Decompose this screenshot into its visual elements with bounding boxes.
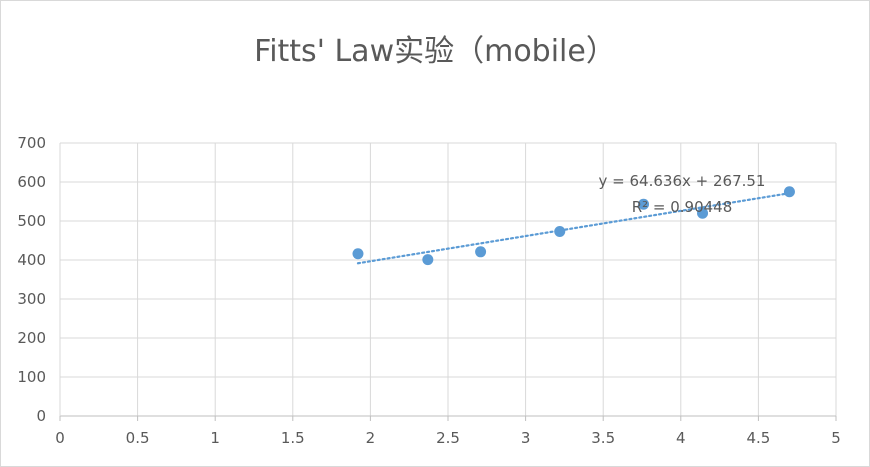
x-tick-label: 1 bbox=[210, 429, 220, 447]
x-tick-label: 5 bbox=[831, 429, 841, 447]
data-points bbox=[352, 186, 795, 266]
x-tick-label: 2 bbox=[366, 429, 376, 447]
data-point bbox=[554, 226, 566, 238]
x-tick-label: 0.5 bbox=[126, 429, 150, 447]
trendline-labels: y = 64.636x + 267.51 R² = 0.90448 bbox=[599, 172, 766, 216]
trendline-equation: y = 64.636x + 267.51 bbox=[599, 172, 766, 190]
y-tick-label: 400 bbox=[17, 251, 46, 269]
y-tick-label: 700 bbox=[17, 134, 46, 152]
y-tick-label: 500 bbox=[17, 212, 46, 230]
trendline-r-squared: R² = 0.90448 bbox=[632, 198, 733, 216]
data-point bbox=[697, 207, 709, 219]
x-tick-label: 2.5 bbox=[436, 429, 460, 447]
x-tick-label: 4 bbox=[676, 429, 686, 447]
data-point bbox=[352, 248, 364, 260]
chart-title: Fitts' Law实验（mobile） bbox=[254, 34, 616, 69]
y-tick-label: 200 bbox=[17, 329, 46, 347]
data-point bbox=[422, 254, 434, 266]
data-point bbox=[638, 198, 650, 210]
data-point bbox=[475, 246, 487, 258]
trendline-group bbox=[356, 192, 791, 265]
x-tick-label: 0 bbox=[55, 429, 65, 447]
y-tick-label: 0 bbox=[36, 407, 46, 425]
x-tick-label: 3.5 bbox=[591, 429, 615, 447]
y-tick-label: 600 bbox=[17, 173, 46, 191]
x-tick-label: 1.5 bbox=[281, 429, 305, 447]
axes: 0 100 200 300 400 500 600 700 0 0.5 1 1.5 2 2.5 3 3.5 4 4… bbox=[17, 134, 840, 447]
y-tick-label: 100 bbox=[17, 368, 46, 386]
x-tick-label: 4.5 bbox=[746, 429, 770, 447]
x-tick-label: 3 bbox=[521, 429, 531, 447]
data-point bbox=[783, 186, 795, 198]
gridlines bbox=[60, 142, 837, 416]
trendline bbox=[356, 192, 791, 265]
y-tick-label: 300 bbox=[17, 290, 46, 308]
